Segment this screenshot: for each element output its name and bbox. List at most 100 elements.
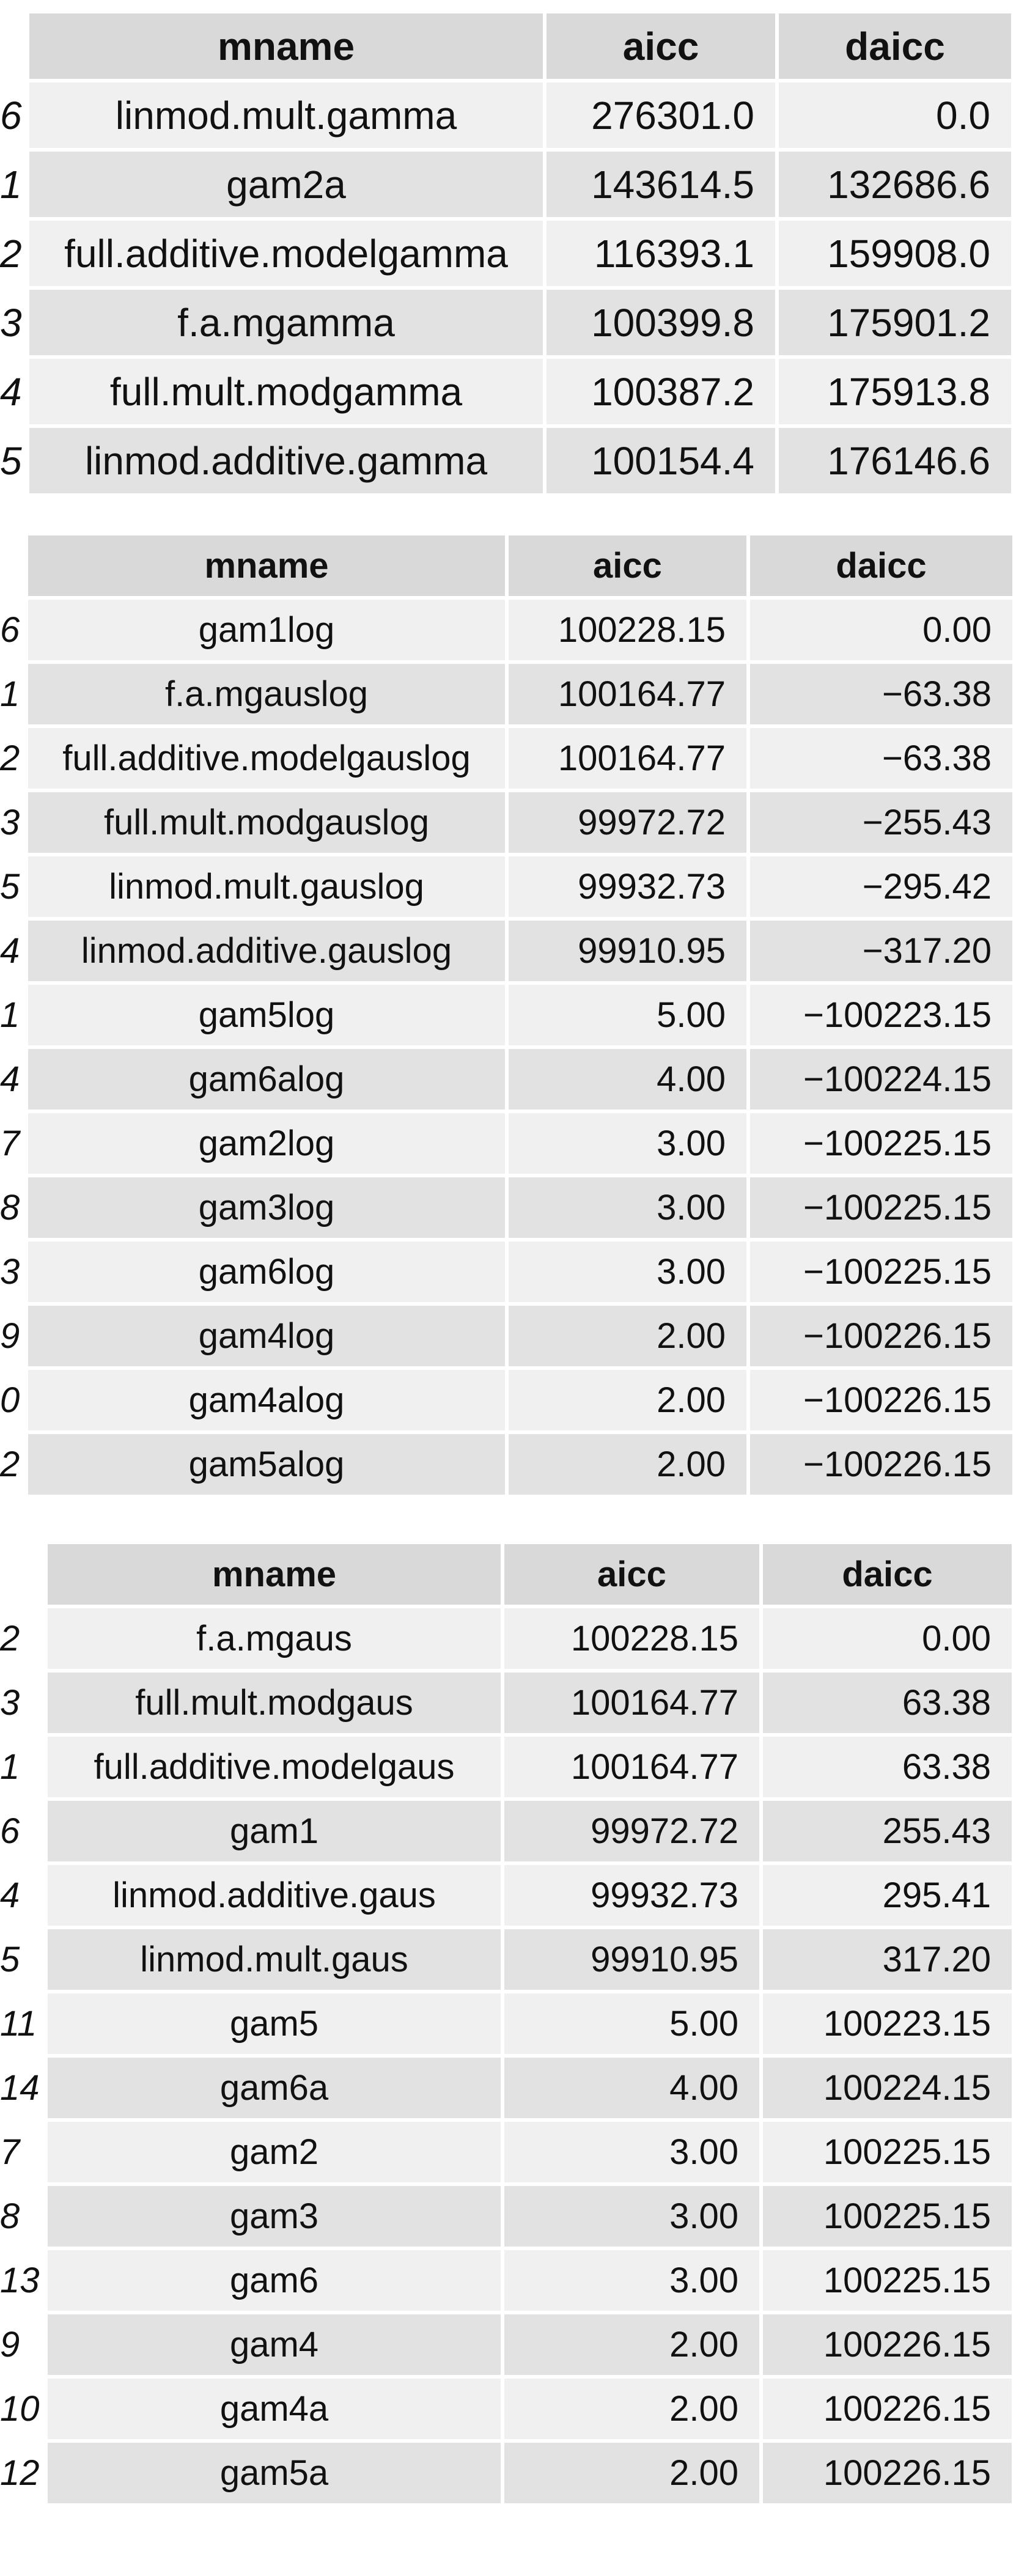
cell-mname: f.a.mgaus [48, 1608, 504, 1673]
cell-aicc: 2.00 [504, 2443, 763, 2507]
cell-daicc: 100225.15 [763, 2250, 1015, 2314]
table-row: 6 linmod.mult.gamma 276301.0 0.0 [0, 83, 1015, 152]
cell-aicc: 5.00 [509, 985, 750, 1049]
cell-aicc: 99932.73 [504, 1865, 763, 1929]
cell-daicc: 100226.15 [763, 2314, 1015, 2379]
cell-aicc: 100164.77 [509, 728, 750, 792]
cell-daicc: −100225.15 [750, 1113, 1016, 1177]
cell-daicc: 100225.15 [763, 2122, 1015, 2186]
cell-mname: gam1log [28, 600, 509, 664]
cell-daicc: 100224.15 [763, 2058, 1015, 2122]
index-header [0, 13, 29, 83]
table-row: 14 gam6a 4.00 100224.15 [0, 2058, 1015, 2122]
cell-daicc: 100223.15 [763, 1993, 1015, 2058]
cell-mname: gam5alog [28, 1434, 509, 1498]
row-index: 2 [0, 1608, 48, 1673]
cell-aicc: 3.00 [504, 2250, 763, 2314]
column-header-daicc: daicc [750, 535, 1016, 600]
table-row: 4 linmod.additive.gauslog 99910.95 −317.20 [0, 921, 1016, 985]
cell-daicc: 0.00 [763, 1608, 1015, 1673]
cell-mname: gam4alog [28, 1370, 509, 1434]
cell-daicc: 100225.15 [763, 2186, 1015, 2250]
table-row: 6 gam1log 100228.15 0.00 [0, 600, 1016, 664]
column-header-daicc: daicc [763, 1544, 1015, 1608]
table-row: 1 full.additive.modelgaus 100164.77 63.38 [0, 1737, 1015, 1801]
table-header-row: mname aicc daicc [0, 1544, 1015, 1608]
table-row: 1 gam5log 5.00 −100223.15 [0, 985, 1016, 1049]
cell-daicc: −100226.15 [750, 1370, 1016, 1434]
cell-aicc: 100228.15 [509, 600, 750, 664]
index-header [0, 535, 28, 600]
cell-daicc: 0.0 [779, 83, 1015, 152]
table-row: 3 gam6log 3.00 −100225.15 [0, 1242, 1016, 1306]
cell-aicc: 100399.8 [547, 290, 779, 359]
table-row: 9 gam4 2.00 100226.15 [0, 2314, 1015, 2379]
cell-daicc: 317.20 [763, 1929, 1015, 1993]
row-index: 2 [0, 728, 28, 792]
table-row: 5 linmod.mult.gaus 99910.95 317.20 [0, 1929, 1015, 1993]
table-row: 12 gam5a 2.00 100226.15 [0, 2443, 1015, 2507]
cell-mname: full.additive.modelgauslog [28, 728, 509, 792]
table-row: 1 f.a.mgauslog 100164.77 −63.38 [0, 664, 1016, 728]
cell-mname: full.additive.modelgaus [48, 1737, 504, 1801]
cell-mname: linmod.additive.gaus [48, 1865, 504, 1929]
cell-aicc: 2.00 [509, 1370, 750, 1434]
cell-mname: linmod.mult.gaus [48, 1929, 504, 1993]
table-row: 7 gam2log 3.00 −100225.15 [0, 1113, 1016, 1177]
cell-daicc: −63.38 [750, 664, 1016, 728]
column-header-aicc: aicc [504, 1544, 763, 1608]
row-index: 1 [0, 985, 28, 1049]
index-header [0, 1544, 48, 1608]
cell-daicc: 100226.15 [763, 2443, 1015, 2507]
cell-aicc: 2.00 [504, 2379, 763, 2443]
cell-daicc: 0.00 [750, 600, 1016, 664]
cell-daicc: −100226.15 [750, 1306, 1016, 1370]
row-index: 4 [0, 921, 28, 985]
cell-mname: gam2a [29, 152, 547, 221]
cell-mname: gam3log [28, 1177, 509, 1242]
cell-aicc: 116393.1 [547, 221, 779, 290]
cell-aicc: 99972.72 [504, 1801, 763, 1865]
cell-daicc: 175901.2 [779, 290, 1015, 359]
cell-mname: gam5a [48, 2443, 504, 2507]
cell-mname: gam4 [48, 2314, 504, 2379]
cell-mname: full.mult.modgaus [48, 1673, 504, 1737]
row-index: 9 [0, 2314, 48, 2379]
row-index: 1 [0, 1737, 48, 1801]
cell-mname: full.additive.modelgamma [29, 221, 547, 290]
column-header-mname: mname [29, 13, 547, 83]
cell-aicc: 3.00 [509, 1242, 750, 1306]
row-index: 14 [0, 2058, 48, 2122]
table-header-row: mname aicc daicc [0, 13, 1015, 83]
cell-daicc: 295.41 [763, 1865, 1015, 1929]
table-header-row: mname aicc daicc [0, 535, 1016, 600]
cell-mname: linmod.additive.gauslog [28, 921, 509, 985]
cell-mname: f.a.mgauslog [28, 664, 509, 728]
cell-aicc: 100154.4 [547, 428, 779, 497]
column-header-aicc: aicc [509, 535, 750, 600]
table-body: 6 gam1log 100228.15 0.00 1 f.a.mgauslog 100164… [0, 600, 1016, 1498]
row-index: 7 [0, 1113, 28, 1177]
table-row: 2 full.additive.modelgamma 116393.1 159908.… [0, 221, 1015, 290]
row-index: 2 [0, 221, 29, 290]
table-row: 7 gam2 3.00 100225.15 [0, 2122, 1015, 2186]
table-row: 1 gam2a 143614.5 132686.6 [0, 152, 1015, 221]
cell-mname: gam4a [48, 2379, 504, 2443]
table-row: 3 full.mult.modgauslog 99972.72 −255.43 [0, 792, 1016, 856]
row-index: 4 [0, 359, 29, 428]
cell-mname: gam4log [28, 1306, 509, 1370]
cell-mname: gam5log [28, 985, 509, 1049]
row-index: 2 [0, 1434, 28, 1498]
row-index: 1 [0, 664, 28, 728]
cell-aicc: 99972.72 [509, 792, 750, 856]
row-index: 6 [0, 83, 29, 152]
table-gamma: mname aicc daicc 6 linmod.mult.gamma 27630… [0, 13, 1015, 497]
cell-aicc: 99910.95 [504, 1929, 763, 1993]
table-row: 4 gam6alog 4.00 −100224.15 [0, 1049, 1016, 1113]
cell-mname: gam6alog [28, 1049, 509, 1113]
table-row: 4 linmod.additive.gaus 99932.73 295.41 [0, 1865, 1015, 1929]
table-row: 11 gam5 5.00 100223.15 [0, 1993, 1015, 2058]
cell-daicc: 175913.8 [779, 359, 1015, 428]
row-index: 4 [0, 1865, 48, 1929]
cell-mname: linmod.mult.gauslog [28, 856, 509, 921]
